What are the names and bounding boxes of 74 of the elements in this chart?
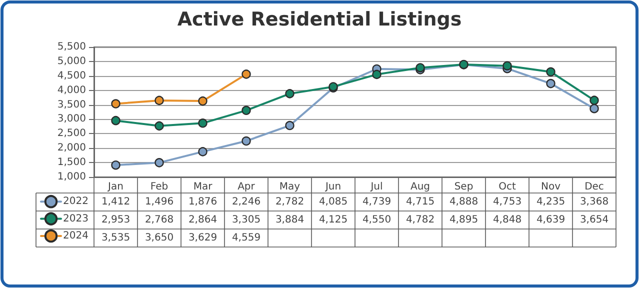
legend-label: 2023 [63, 213, 88, 224]
x-tick-label: Aug [410, 182, 430, 192]
data-label: 4,888 [449, 196, 478, 208]
point [154, 121, 164, 131]
data-label: 2,246 [232, 196, 261, 208]
data-label: 4,550 [362, 214, 392, 226]
point [502, 61, 512, 70]
x-tick-label: Feb [150, 182, 168, 192]
data-label: 4,895 [449, 214, 478, 226]
data-label: 4,235 [536, 196, 566, 208]
point [198, 118, 208, 128]
data-label: 4,739 [362, 196, 392, 208]
point [285, 120, 294, 130]
data-label: 2,864 [188, 214, 218, 226]
data-label: 2,953 [101, 214, 130, 226]
data-label: 4,125 [318, 214, 348, 226]
point [111, 116, 120, 126]
data-label: 4,753 [492, 196, 522, 208]
data-label: 4,085 [318, 196, 348, 208]
x-tick-label: Dec [584, 182, 604, 192]
data-label: 3,629 [188, 232, 218, 244]
legend-label: 2022 [63, 196, 88, 208]
data-label: 3,654 [580, 214, 609, 226]
data-label: 1,412 [101, 196, 130, 208]
data-label: 4,639 [536, 214, 566, 226]
data-label: 2,782 [275, 196, 304, 208]
y-tick-label: 5,500 [57, 42, 86, 52]
x-tick-label: May [279, 182, 300, 192]
data-label: 3,650 [144, 232, 174, 244]
y-tick-label: 1,500 [57, 157, 86, 168]
x-tick-label: Oct [498, 182, 516, 192]
data-label: 4,848 [492, 214, 522, 226]
point [111, 99, 120, 108]
point [242, 70, 251, 79]
data-label: 2,768 [144, 214, 174, 226]
point [198, 96, 208, 106]
y-tick-label: 5,000 [57, 56, 86, 67]
data-label: 4,559 [232, 232, 261, 244]
data-label: 4,782 [406, 214, 435, 226]
x-tick-label: Sep [454, 182, 474, 192]
x-tick-label: Apr [238, 182, 256, 192]
chart-title: Active Residential Listings [177, 8, 462, 30]
y-tick-label: 4,000 [57, 84, 86, 96]
point [242, 136, 251, 146]
point [590, 96, 599, 105]
y-tick-label: 2,500 [57, 128, 86, 140]
x-tick-label: Nov [540, 182, 561, 192]
point [546, 67, 556, 76]
y-tick-label: 3,000 [57, 114, 86, 125]
point [285, 89, 294, 98]
point [154, 158, 164, 168]
y-tick-label: 4,500 [57, 70, 86, 82]
data-label: 3,535 [101, 232, 130, 244]
point [154, 96, 164, 106]
point [111, 160, 120, 170]
y-tick-label: 2,000 [57, 142, 86, 154]
x-tick-label: Jun [324, 182, 342, 192]
x-tick-label: Jan [107, 182, 124, 192]
point [372, 70, 382, 80]
point [590, 104, 599, 114]
data-label: 3,368 [580, 196, 609, 208]
y-tick-label: 1,000 [57, 172, 86, 182]
point [546, 78, 556, 88]
data-label: 3,884 [275, 214, 304, 226]
x-tick-label: Mar [193, 182, 214, 192]
data-label: 1,496 [144, 196, 174, 208]
point [242, 106, 251, 116]
data-label: 4,715 [406, 196, 435, 208]
y-tick-label: 3,500 [57, 99, 86, 110]
data-label: 1,876 [188, 196, 218, 208]
x-tick-label: Jul [370, 182, 383, 192]
legend-label: 2024 [63, 230, 88, 242]
data-label: 3,305 [232, 214, 261, 226]
point [198, 147, 208, 156]
